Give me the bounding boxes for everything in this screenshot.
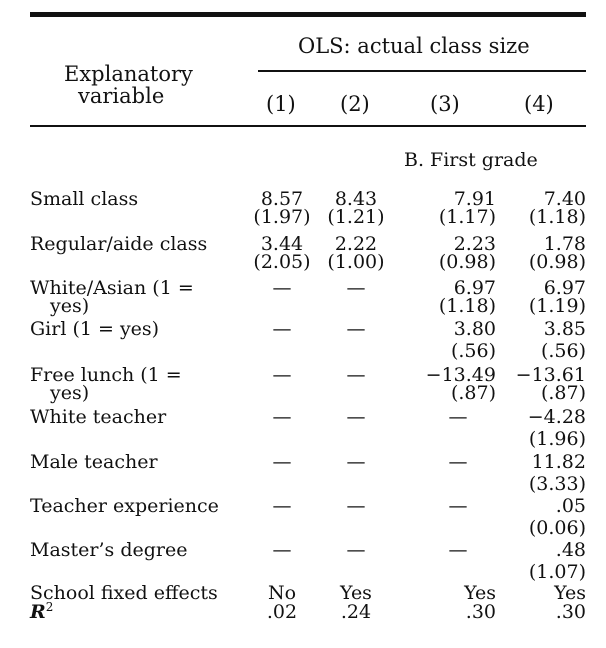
table-cell-se: (1.96) bbox=[528, 428, 586, 450]
table-cell: −4.28 bbox=[527, 406, 586, 428]
table-cell: 7.91 bbox=[453, 188, 496, 210]
table-cell: .48 bbox=[555, 539, 586, 561]
row-label-free-lunch: Free lunch (1 = bbox=[30, 364, 182, 386]
header-rule bbox=[30, 125, 586, 127]
ols-group-title: OLS: actual class size bbox=[298, 34, 530, 58]
table-cell: — bbox=[272, 364, 292, 386]
table-cell: — bbox=[346, 318, 366, 340]
table-cell-se: (3.33) bbox=[528, 473, 586, 495]
table-cell: .30 bbox=[465, 601, 496, 623]
table-cell: — bbox=[346, 364, 366, 386]
table-cell: — bbox=[346, 451, 366, 473]
col-header-2: (2) bbox=[340, 92, 370, 116]
row-label-white-teacher: White teacher bbox=[30, 406, 167, 428]
row-label-r-squared: R2 bbox=[30, 600, 54, 623]
table-cell: — bbox=[346, 277, 366, 299]
row-label-white-asian: White/Asian (1 = bbox=[30, 277, 194, 299]
section-title: B. First grade bbox=[404, 149, 538, 171]
table-cell: Yes bbox=[464, 582, 496, 604]
explanatory-header-line1: Explanatory bbox=[64, 62, 193, 86]
table-cell-se: (1.00) bbox=[327, 251, 385, 273]
table-cell: — bbox=[448, 539, 468, 561]
table-cell-se: (2.05) bbox=[253, 251, 311, 273]
table-cell: .30 bbox=[555, 601, 586, 623]
table-cell: 11.82 bbox=[531, 451, 586, 473]
table-cell: — bbox=[272, 406, 292, 428]
table-cell: 7.40 bbox=[543, 188, 586, 210]
row-label-masters-degree: Master’s degree bbox=[30, 539, 188, 561]
table-cell: 3.85 bbox=[543, 318, 586, 340]
row-label-male-teacher: Male teacher bbox=[30, 451, 158, 473]
table-cell-se: (1.18) bbox=[528, 206, 586, 228]
table-cell: 2.22 bbox=[334, 233, 378, 255]
table-cell: — bbox=[346, 495, 366, 517]
r-squared-superscript: 2 bbox=[45, 600, 54, 614]
col-header-3: (3) bbox=[430, 92, 460, 116]
table-cell: .24 bbox=[340, 601, 372, 623]
table-cell: — bbox=[448, 495, 468, 517]
table-cell: No bbox=[267, 582, 297, 604]
table-cell: .05 bbox=[555, 495, 586, 517]
table-cell: −13.61 bbox=[515, 364, 586, 386]
table-cell: — bbox=[272, 451, 292, 473]
table-cell: — bbox=[272, 539, 292, 561]
table-cell: 2.23 bbox=[453, 233, 496, 255]
col-header-4: (4) bbox=[524, 92, 554, 116]
table-cell-se: (0.98) bbox=[528, 251, 586, 273]
table-cell-se: (1.17) bbox=[438, 206, 496, 228]
table-cell: 3.44 bbox=[260, 233, 304, 255]
explanatory-header-line2: variable bbox=[78, 84, 165, 108]
table-cell: — bbox=[346, 539, 366, 561]
table-cell: 8.57 bbox=[260, 188, 304, 210]
table-cell: 8.43 bbox=[334, 188, 378, 210]
table-cell: — bbox=[272, 495, 292, 517]
row-label-regular-aide-class: Regular/aide class bbox=[30, 233, 208, 255]
table-cell-se: (1.18) bbox=[438, 295, 496, 317]
table-cell: Yes bbox=[554, 582, 586, 604]
top-rule bbox=[30, 12, 586, 17]
table-cell: 6.97 bbox=[453, 277, 496, 299]
table-cell: — bbox=[346, 406, 366, 428]
table-cell: — bbox=[272, 318, 292, 340]
table-cell: 6.97 bbox=[543, 277, 586, 299]
row-label-girl: Girl (1 = yes) bbox=[30, 318, 160, 340]
table-cell-se: (1.07) bbox=[528, 561, 586, 583]
table-cell-se: (.56) bbox=[450, 340, 496, 362]
row-label-school-fixed-effects: School fixed effects bbox=[30, 582, 218, 604]
table-cell-se: (.87) bbox=[450, 382, 496, 404]
row-label-teacher-experience: Teacher experience bbox=[30, 495, 219, 517]
table-cell: .02 bbox=[266, 601, 298, 623]
table-cell: — bbox=[448, 406, 468, 428]
table-cell-se: (.87) bbox=[540, 382, 586, 404]
row-label-free-lunch-cont: yes) bbox=[50, 382, 90, 404]
table-cell-se: (.56) bbox=[540, 340, 586, 362]
table-cell: 1.78 bbox=[543, 233, 586, 255]
table-cell-se: (1.97) bbox=[253, 206, 311, 228]
table-cell: Yes bbox=[340, 582, 372, 604]
table-cell: — bbox=[448, 451, 468, 473]
table-cell-se: (0.98) bbox=[438, 251, 496, 273]
table-cell-se: (1.19) bbox=[528, 295, 586, 317]
table-cell-se: (1.21) bbox=[327, 206, 385, 228]
col-header-1: (1) bbox=[266, 92, 296, 116]
r-squared-symbol: R bbox=[30, 601, 46, 623]
row-label-white-asian-cont: yes) bbox=[50, 295, 90, 317]
table-cell: — bbox=[272, 277, 292, 299]
table-cell-se: (0.06) bbox=[528, 517, 586, 539]
ols-group-rule bbox=[258, 70, 586, 72]
table-cell: −13.49 bbox=[425, 364, 496, 386]
table-cell: 3.80 bbox=[453, 318, 496, 340]
row-label-small-class: Small class bbox=[30, 188, 139, 210]
